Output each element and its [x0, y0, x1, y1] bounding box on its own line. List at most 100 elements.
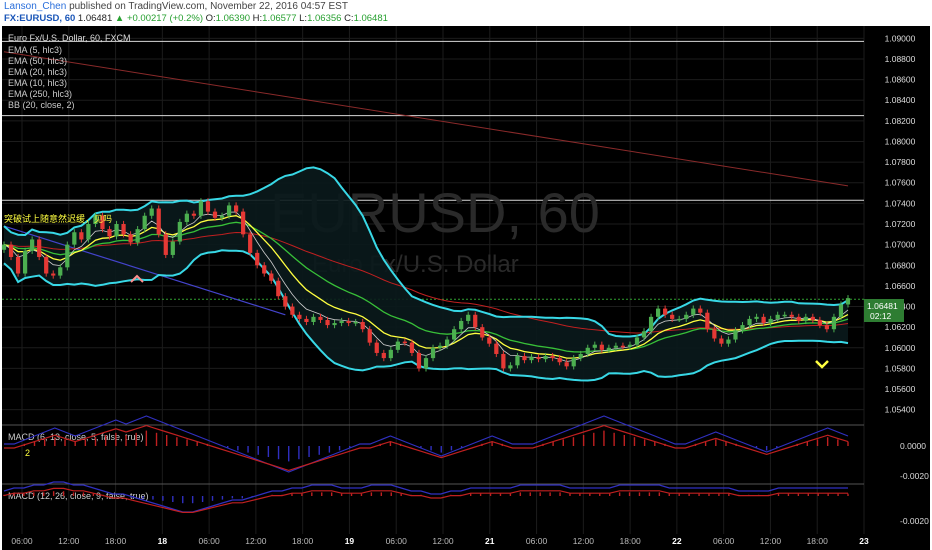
candle-body [648, 316, 654, 332]
candle-body [522, 356, 527, 361]
candle-body [487, 337, 492, 344]
candle-body [360, 322, 365, 330]
candle-body [15, 257, 21, 274]
candle-body [423, 358, 429, 369]
macd-signal-line [4, 424, 849, 472]
candle-body [613, 345, 619, 348]
price-tick-label: 1.08000 [885, 136, 916, 146]
macd-line [4, 415, 849, 473]
macd-line [3, 481, 848, 513]
candles [1, 198, 851, 372]
time-tick-label: 06:00 [526, 536, 548, 546]
symbol-name[interactable]: FX:EURUSD, 60 [4, 13, 76, 24]
legend: Euro Fx/U.S. Dollar, 60, FXCM EMA (5, hl… [8, 33, 131, 110]
candle-body [212, 211, 218, 218]
candle-body [796, 316, 801, 321]
candle-body [388, 349, 393, 359]
candle-body [740, 325, 745, 331]
candle-body [627, 344, 633, 347]
candle-body [255, 252, 260, 266]
time-tick-label: 12:00 [245, 536, 267, 546]
candle-body [44, 257, 49, 274]
candle-body [353, 322, 358, 324]
macd2-tick-0: -0.0020 [900, 516, 929, 526]
candle-body [444, 339, 450, 346]
candle-body [550, 356, 555, 359]
open-label: O: [205, 13, 216, 24]
candle-body [409, 342, 415, 353]
candle-body [22, 250, 28, 274]
candle-body [515, 356, 520, 366]
candle-body [367, 329, 372, 343]
price-tag: 1.06481 02:12 [864, 299, 904, 322]
candle-body [37, 239, 42, 258]
price-axis-background [864, 26, 930, 534]
candle-body [248, 234, 253, 253]
price-tick-label: 1.05600 [885, 384, 916, 394]
candle-body [726, 339, 731, 344]
candle-body [283, 296, 288, 307]
candle-body [838, 304, 844, 317]
open-value: 1.06390 [215, 13, 251, 24]
candle-body [663, 308, 668, 315]
candle-body [494, 343, 499, 354]
candle-body [374, 342, 379, 353]
candle-body [585, 347, 590, 354]
price-tick-label: 1.06600 [885, 281, 916, 291]
candle-body [93, 215, 98, 224]
price-axis[interactable]: 1.09000 1.08800 1.08600 1.08400 1.08200 1.080… [885, 33, 916, 414]
legend-ema10[interactable]: EMA (10, hlc3) [8, 78, 67, 88]
high-value: 1.06577 [262, 13, 297, 24]
candle-body [191, 213, 197, 216]
candle-body [233, 205, 239, 212]
macd2-label[interactable]: MACD (12, 26, close, 9, false, true) [8, 491, 149, 501]
author-link[interactable]: Lanson_Chen [4, 1, 67, 12]
time-tick-label: 12:00 [760, 536, 782, 546]
time-axis[interactable]: 06:00 12:00 18:00 18 06:00 12:00 18:00 19 06:00 1… [11, 536, 869, 546]
candle-body [641, 331, 647, 338]
legend-ema20[interactable]: EMA (20, hlc3) [8, 67, 67, 77]
macd1-label[interactable]: MACD (6, 13, close, 5, false, true) [8, 432, 144, 442]
candle-body [473, 314, 478, 328]
time-tick-label: 12:00 [58, 536, 80, 546]
candle-body [592, 344, 597, 348]
legend-ema250[interactable]: EMA (250, hlc3) [8, 89, 72, 99]
candle-body [72, 232, 77, 245]
candle-body [318, 316, 323, 320]
legend-ema5[interactable]: EMA (5, hlc3) [8, 45, 62, 55]
candle-body [58, 267, 63, 276]
time-tick-label: 18 [158, 536, 168, 546]
price-tag-box [864, 299, 904, 322]
time-tick-label: 12:00 [432, 536, 454, 546]
candle-body [107, 229, 112, 237]
candle-body [142, 215, 147, 230]
trend-line[interactable] [3, 225, 286, 316]
time-tick-label: 22 [672, 536, 682, 546]
legend-ema50[interactable]: EMA (50, hlc3) [8, 56, 67, 66]
candle-body [705, 312, 710, 330]
candle-body [184, 213, 189, 222]
candle-body [599, 344, 604, 350]
candle-body [114, 224, 119, 237]
candle-body [205, 201, 211, 212]
candle-body [543, 356, 548, 360]
legend-bb[interactable]: BB (20, close, 2) [8, 100, 75, 110]
candle-body [789, 314, 794, 317]
price-tick-label: 1.06200 [885, 322, 916, 332]
candle-body [754, 316, 759, 319]
candle-body [606, 347, 611, 350]
price-tick-label: 1.07600 [885, 178, 916, 188]
last-price: 1.06481 [77, 13, 113, 24]
candle-body [824, 325, 830, 330]
time-tick-label: 06:00 [386, 536, 408, 546]
candle-body [437, 345, 443, 348]
candle-body [135, 229, 140, 243]
price-tag-countdown: 02:12 [870, 311, 892, 321]
price-tick-label: 1.06800 [885, 260, 916, 270]
candle-body [170, 241, 175, 255]
price-tick-label: 1.07800 [885, 157, 916, 167]
candle-body [747, 318, 752, 326]
macd-signal-line [3, 487, 848, 514]
